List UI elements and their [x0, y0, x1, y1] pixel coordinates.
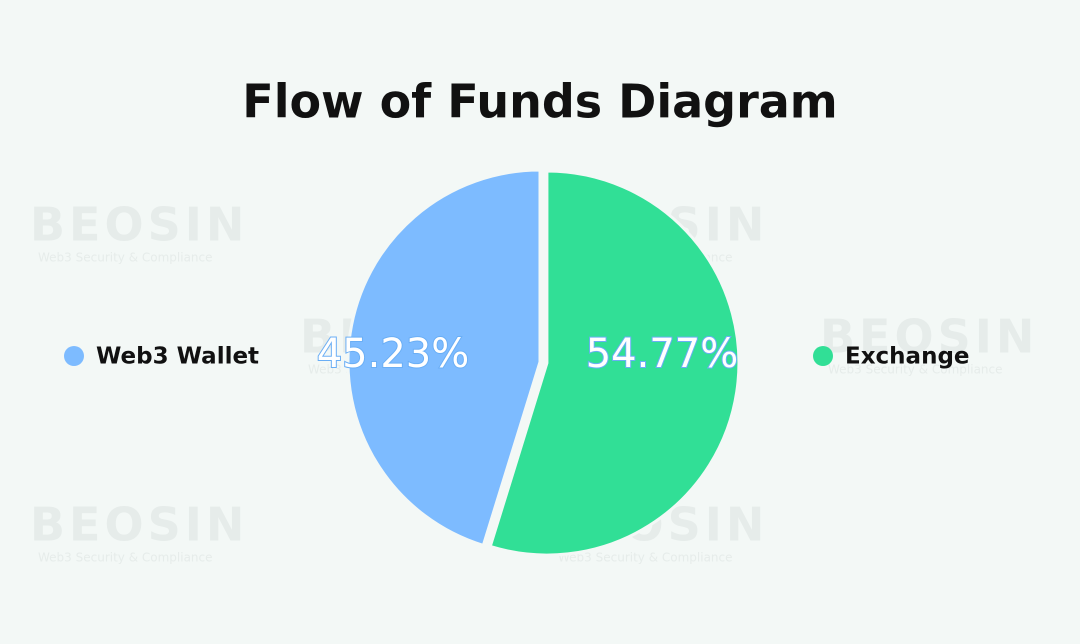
data-label: 45.23% [317, 331, 470, 377]
watermark-tagline: Web3 Security & Compliance [558, 551, 733, 565]
legend-label: Exchange [845, 344, 970, 370]
data-label: 54.77% [586, 331, 739, 377]
watermark-name: BEOSIN [30, 498, 248, 552]
chart-title: Flow of Funds Diagram [242, 75, 837, 129]
legend-label: Web3 Wallet [96, 344, 259, 370]
pie-slice [346, 168, 542, 548]
watermark-tagline: Web3 Security & Compliance [828, 363, 1003, 377]
watermark-name: BEOSIN [820, 310, 1038, 364]
watermark-tagline: Web3 Security & Compliance [38, 251, 213, 265]
pie-slice [488, 169, 741, 557]
legend-marker [813, 346, 833, 366]
watermark-name: BEOSIN [30, 198, 248, 252]
legend-marker [64, 346, 84, 366]
watermark-tagline: Web3 Security & Compliance [38, 551, 213, 565]
